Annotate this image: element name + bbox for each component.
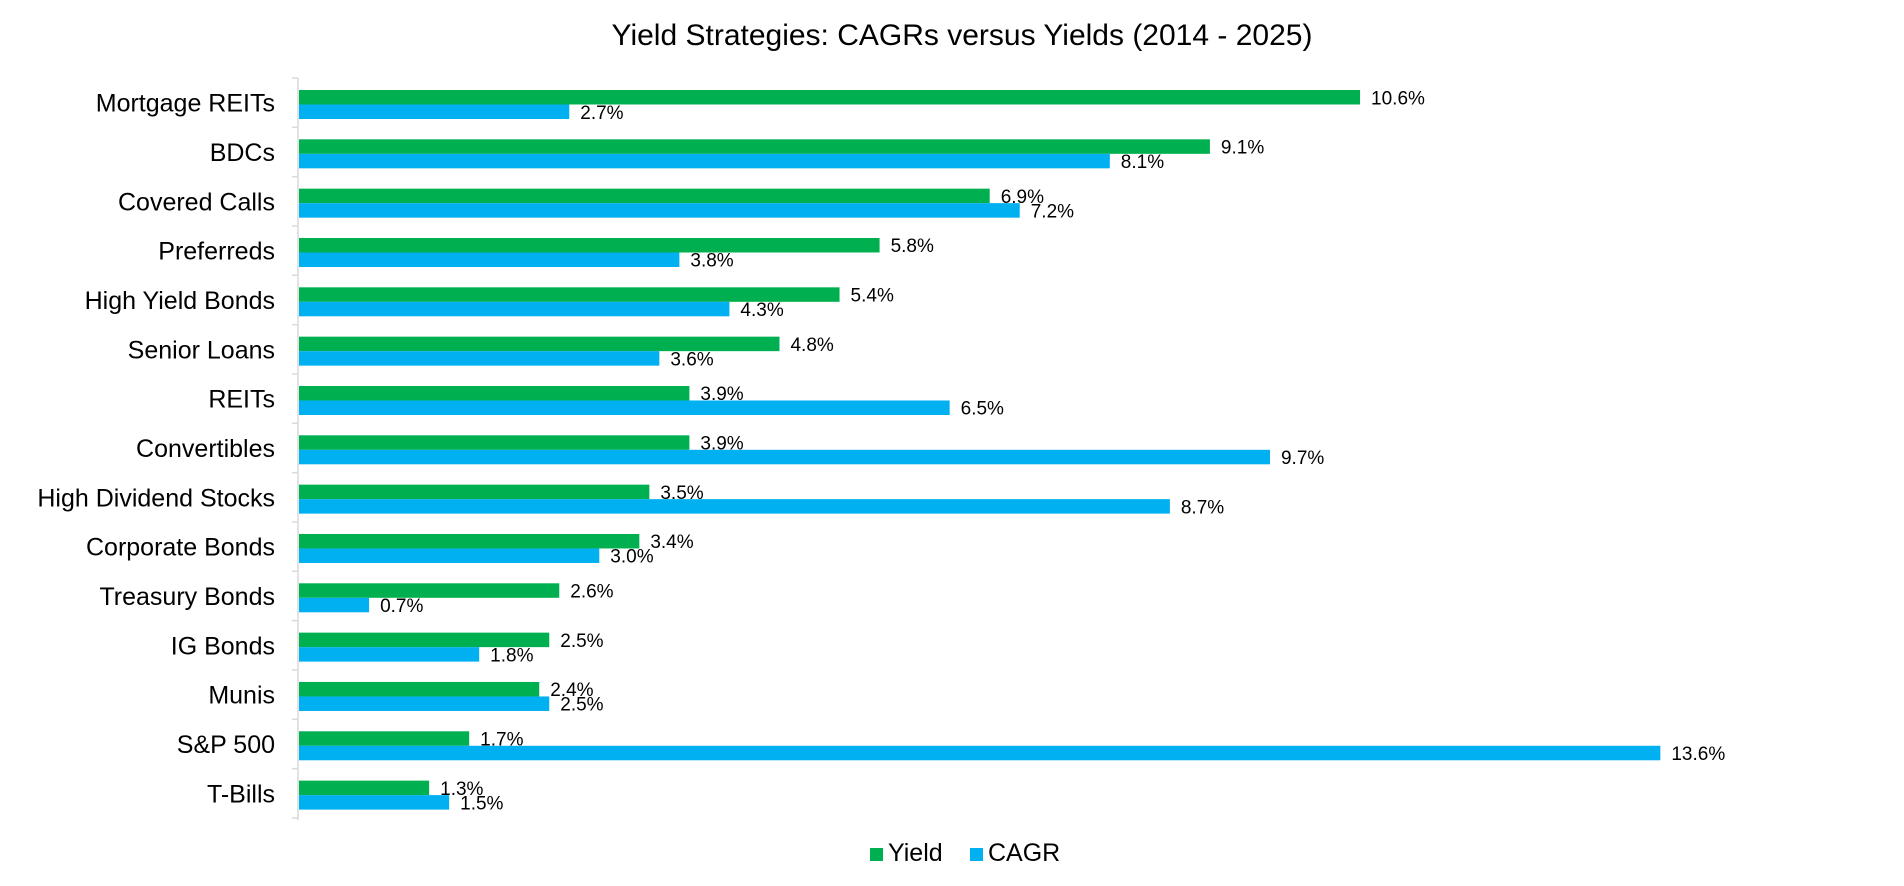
bar-cagr-covered-calls (299, 203, 1020, 218)
data-label-yield-corporate-bonds: 3.4% (650, 532, 693, 553)
data-label-cagr-high-yield-bonds: 4.3% (740, 300, 783, 321)
data-label-cagr-reits: 6.5% (961, 399, 1004, 420)
bar-yield-munis (299, 681, 540, 697)
data-label-cagr-munis: 2.5% (560, 695, 603, 716)
legend-swatch-cagr (970, 848, 983, 861)
bar-cagr-sandp-500 (299, 745, 1661, 761)
data-label-yield-munis: 2.4% (550, 680, 593, 701)
bar-yield-treasury-bonds (299, 583, 560, 598)
legend-swatch-yield (870, 848, 883, 861)
data-label-yield-mortgage-reits: 10.6% (1371, 88, 1425, 109)
data-label-yield-treasury-bonds: 2.6% (570, 582, 613, 603)
bar-cagr-mortgage-reits (299, 104, 570, 119)
data-label-yield-bdcs: 9.1% (1221, 138, 1264, 159)
data-label-yield-ig-bonds: 2.5% (560, 631, 603, 652)
data-label-cagr-mortgage-reits: 2.7% (580, 103, 623, 124)
category-label-preferreds: Preferreds (158, 238, 275, 266)
data-label-cagr-treasury-bonds: 0.7% (380, 596, 423, 617)
category-label-senior-loans: Senior Loans (128, 336, 275, 364)
bar-yield-convertibles (299, 435, 690, 450)
bar-cagr-high-dividend-stocks (299, 499, 1170, 514)
bar-cagr-treasury-bonds (299, 597, 370, 613)
data-label-cagr-senior-loans: 3.6% (670, 349, 713, 370)
bar-yield-sandp-500 (299, 731, 470, 746)
bar-cagr-ig-bonds (299, 647, 480, 662)
data-label-cagr-ig-bonds: 1.8% (490, 645, 533, 666)
category-label-munis: Munis (208, 682, 275, 710)
category-label-convertibles: Convertibles (136, 435, 275, 463)
bar-yield-covered-calls (299, 188, 990, 204)
data-label-yield-t-bills: 1.3% (440, 779, 483, 800)
data-label-cagr-high-dividend-stocks: 8.7% (1181, 497, 1224, 518)
data-label-cagr-sandp-500: 13.6% (1671, 744, 1725, 765)
bar-cagr-senior-loans (299, 351, 660, 366)
legend-label-cagr: CAGR (988, 839, 1060, 867)
category-label-t-bills: T-Bills (207, 780, 275, 808)
bar-cagr-munis (299, 696, 550, 711)
data-label-yield-preferreds: 5.8% (891, 236, 934, 257)
data-label-yield-senior-loans: 4.8% (790, 335, 833, 356)
bar-cagr-corporate-bonds (299, 548, 600, 563)
category-label-ig-bonds: IG Bonds (171, 632, 275, 660)
data-label-cagr-corporate-bonds: 3.0% (610, 547, 653, 568)
bar-cagr-bdcs (299, 153, 1110, 169)
bar-cagr-high-yield-bonds (299, 301, 730, 317)
data-label-yield-reits: 3.9% (700, 384, 743, 405)
bar-yield-bdcs (299, 139, 1210, 154)
plot-area: Mortgage REITs 10.6% 2.7% BDCs 9.1% 8.1% Cover… (37, 77, 1725, 820)
data-label-cagr-convertibles: 9.7% (1281, 448, 1324, 469)
data-label-yield-high-dividend-stocks: 3.5% (660, 483, 703, 504)
bar-yield-high-dividend-stocks (299, 484, 650, 500)
bar-cagr-convertibles (299, 449, 1270, 465)
bar-yield-mortgage-reits (299, 90, 1361, 105)
legend-label-yield: Yield (888, 839, 943, 867)
category-label-reits: REITs (208, 386, 275, 414)
category-label-treasury-bonds: Treasury Bonds (99, 583, 275, 611)
data-label-cagr-covered-calls: 7.2% (1031, 201, 1074, 222)
category-label-covered-calls: Covered Calls (118, 188, 275, 216)
bar-cagr-preferreds (299, 252, 680, 267)
bar-yield-ig-bonds (299, 632, 550, 648)
data-label-yield-sandp-500: 1.7% (480, 730, 523, 751)
bar-yield-senior-loans (299, 336, 780, 352)
category-label-mortgage-reits: Mortgage REITs (96, 90, 275, 118)
data-label-yield-covered-calls: 6.9% (1001, 187, 1044, 208)
category-label-high-yield-bonds: High Yield Bonds (85, 287, 275, 315)
chart-title: Yield Strategies: CAGRs versus Yields (2… (612, 19, 1313, 52)
category-label-high-dividend-stocks: High Dividend Stocks (37, 484, 275, 512)
data-label-yield-high-yield-bonds: 5.4% (851, 286, 894, 307)
bar-cagr-reits (299, 400, 950, 415)
bar-yield-reits (299, 385, 690, 401)
category-label-sandp-500: S&P 500 (177, 731, 275, 759)
data-label-cagr-preferreds: 3.8% (690, 251, 733, 272)
data-label-cagr-t-bills: 1.5% (460, 793, 503, 814)
data-label-yield-convertibles: 3.9% (700, 434, 743, 455)
data-label-cagr-bdcs: 8.1% (1121, 152, 1164, 173)
chart-legend: Yield CAGR (870, 839, 1060, 867)
category-label-corporate-bonds: Corporate Bonds (86, 534, 275, 562)
bar-yield-high-yield-bonds (299, 287, 840, 302)
category-label-bdcs: BDCs (210, 139, 275, 167)
bar-yield-t-bills (299, 780, 430, 796)
bar-yield-preferreds (299, 237, 880, 253)
bar-yield-corporate-bonds (299, 533, 640, 549)
bar-cagr-t-bills (299, 795, 450, 810)
